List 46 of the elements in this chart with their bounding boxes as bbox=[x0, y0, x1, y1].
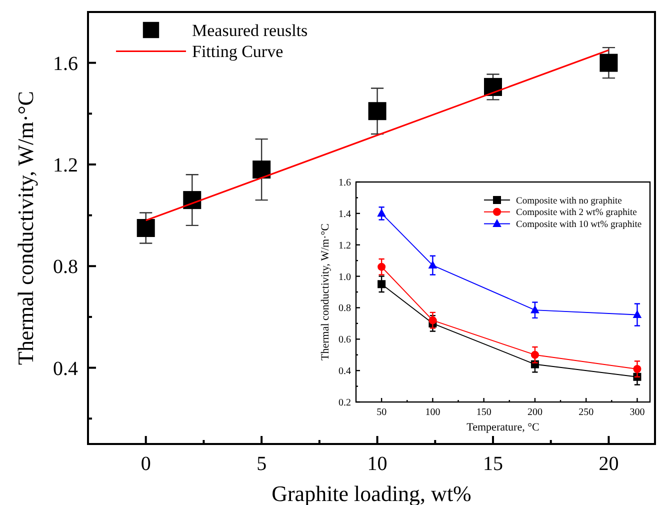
y-tick-label: 1.6 bbox=[53, 52, 78, 75]
x-tick-label: 5 bbox=[256, 453, 267, 475]
point bbox=[136, 219, 155, 237]
legend-label: Fitting Curve bbox=[192, 42, 284, 62]
point bbox=[183, 191, 202, 210]
y-axis-title: Thermal conductivity, W/m·°C bbox=[13, 91, 38, 365]
point bbox=[484, 78, 502, 96]
x-tick-label: 10 bbox=[367, 453, 388, 475]
point bbox=[377, 208, 386, 217]
y-tick-label: 1.6 bbox=[338, 178, 351, 188]
y-tick-label: 1.4 bbox=[338, 208, 351, 220]
y-tick-label: 0.8 bbox=[338, 303, 351, 314]
y-tick-label: 1.2 bbox=[53, 154, 78, 176]
point bbox=[530, 305, 540, 314]
x-tick-label: 100 bbox=[425, 407, 440, 418]
y-tick-label: 1.0 bbox=[338, 272, 351, 283]
legend-label: Composite with no graphite bbox=[516, 196, 622, 206]
point bbox=[252, 160, 271, 179]
point bbox=[632, 310, 642, 318]
x-tick-label: 50 bbox=[376, 407, 387, 418]
point bbox=[378, 262, 386, 271]
point bbox=[530, 350, 539, 359]
y-tick-label: 0.8 bbox=[53, 256, 78, 278]
x-tick-label: 300 bbox=[630, 407, 645, 418]
x-tick-label: 20 bbox=[598, 453, 619, 475]
point bbox=[633, 365, 642, 373]
x-tick-label: 0 bbox=[140, 453, 151, 475]
legend-label: Measured reuslts bbox=[192, 20, 308, 40]
y-tick-label: 0.4 bbox=[53, 358, 78, 380]
point bbox=[378, 280, 386, 288]
x-tick-label: 15 bbox=[483, 453, 503, 475]
x-tick-label: 250 bbox=[578, 407, 594, 418]
point bbox=[368, 102, 386, 120]
legend-label: Composite with 2 wt% graphite bbox=[516, 208, 637, 218]
y-tick-label: 0.4 bbox=[338, 366, 351, 378]
point bbox=[428, 260, 438, 268]
legend-label: Composite with 10 wt% graphite bbox=[516, 220, 642, 230]
point bbox=[428, 316, 437, 324]
x-tick-label: 150 bbox=[476, 407, 492, 418]
y-axis-title: Thermal conductivity, W/m·°C bbox=[320, 224, 332, 360]
y-tick-label: 0.6 bbox=[338, 334, 351, 346]
x-tick-label: 200 bbox=[527, 407, 542, 418]
y-tick-label: 0.2 bbox=[338, 398, 351, 408]
point bbox=[600, 54, 618, 72]
x-axis-title: Temperature, °C bbox=[466, 421, 540, 434]
y-tick-label: 1.2 bbox=[338, 240, 351, 252]
